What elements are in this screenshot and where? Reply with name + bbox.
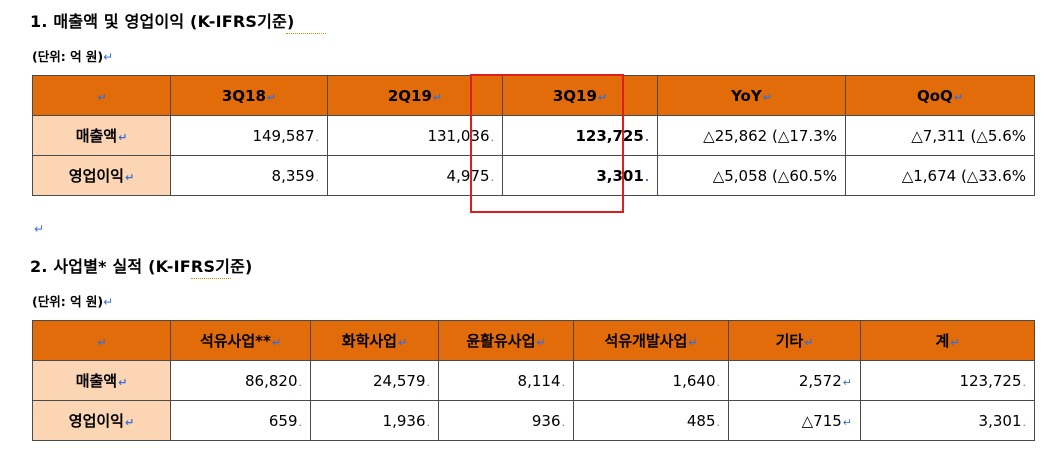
header-lubricant: 윤활유사업↵	[438, 320, 574, 361]
row-label-operating-profit: 영업이익↵	[32, 400, 171, 441]
header-chemical: 화학사업↵	[310, 320, 439, 361]
cell-value: 2,572↵	[728, 360, 861, 401]
cell-value: 123,725.	[860, 360, 1035, 401]
header-other: 기타↵	[728, 320, 861, 361]
cell-value: 86,820.	[170, 360, 311, 401]
header-petroleum: 석유사업**↵	[170, 320, 311, 361]
paragraph-mark: ↵	[34, 222, 45, 236]
header-qoq: QoQ↵	[845, 75, 1035, 116]
cell-value: 659.	[170, 400, 311, 441]
highlight-box-3q19	[470, 74, 624, 213]
table-header-row: ↵ 3Q18↵ 2Q19↵ 3Q19↵ YoY↵ QoQ↵	[32, 75, 1035, 116]
row-label-revenue: 매출액↵	[32, 115, 171, 156]
header-total: 계↵	[860, 320, 1035, 361]
cell-value: △25,862 (△17.3%	[657, 115, 846, 156]
cell-value: 1,936.	[310, 400, 439, 441]
cell-value: △1,674 (△33.6%	[845, 155, 1035, 196]
header-empty: ↵	[32, 320, 171, 361]
cell-value-highlighted: 3,301.	[502, 155, 658, 196]
spellcheck-underline	[191, 275, 231, 279]
header-2q19: 2Q19↵	[327, 75, 503, 116]
header-yoy: YoY↵	[657, 75, 846, 116]
cell-value: △7,311 (△5.6%	[845, 115, 1035, 156]
header-empty: ↵	[32, 75, 171, 116]
cell-value: 1,640.	[573, 360, 729, 401]
cell-value: 8,359.	[170, 155, 328, 196]
cell-value: 3,301.	[860, 400, 1035, 441]
spellcheck-underline	[286, 30, 326, 34]
header-exploration: 석유개발사업↵	[573, 320, 729, 361]
section2-unit: (단위: 억 원)↵	[32, 294, 114, 309]
cell-value-highlighted: 123,725.	[502, 115, 658, 156]
header-3q18: 3Q18↵	[170, 75, 328, 116]
section1-unit: (단위: 억 원)↵	[32, 49, 114, 64]
cell-value: 936.	[438, 400, 574, 441]
cell-value: 485.	[573, 400, 729, 441]
cell-value: △715↵	[728, 400, 861, 441]
table-business-segments: ↵ 석유사업**↵ 화학사업↵ 윤활유사업↵ 석유개발사업↵ 기타↵ 계↵ 매출…	[32, 320, 1035, 441]
cell-value: 149,587.	[170, 115, 328, 156]
table-row: 영업이익↵ 8,359. 4,975. 3,301. △5,058 (△60.5…	[32, 155, 1035, 196]
row-label-revenue: 매출액↵	[32, 360, 171, 401]
cell-value: 24,579.	[310, 360, 439, 401]
table-row: 영업이익↵ 659. 1,936. 936. 485. △715↵ 3,301.	[32, 400, 1035, 441]
table-row: 매출액↵ 86,820. 24,579. 8,114. 1,640. 2,572…	[32, 360, 1035, 401]
cell-value: 4,975.	[327, 155, 503, 196]
table-header-row: ↵ 석유사업**↵ 화학사업↵ 윤활유사업↵ 석유개발사업↵ 기타↵ 계↵	[32, 320, 1035, 361]
cell-value: △5,058 (△60.5%	[657, 155, 846, 196]
table-row: 매출액↵ 149,587. 131,036. 123,725. △25,862 …	[32, 115, 1035, 156]
section1-title: 1. 매출액 및 영업이익 (K-IFRS기준)	[30, 12, 295, 31]
table-financial-summary: ↵ 3Q18↵ 2Q19↵ 3Q19↵ YoY↵ QoQ↵ 매출액↵ 149,5…	[32, 75, 1035, 196]
row-label-operating-profit: 영업이익↵	[32, 155, 171, 196]
section2-title: 2. 사업별* 실적 (K-IFRS기준)	[30, 257, 253, 276]
cell-value: 8,114.	[438, 360, 574, 401]
